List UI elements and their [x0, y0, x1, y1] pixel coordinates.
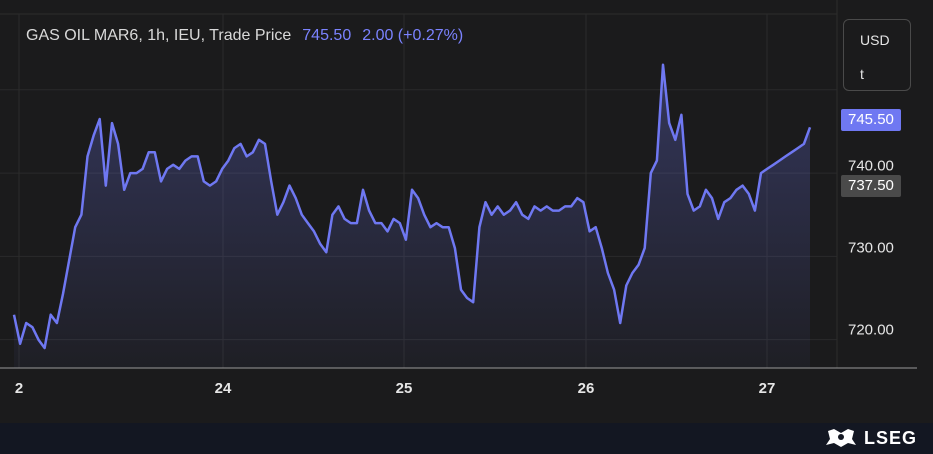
- price-area-fill: [14, 64, 810, 369]
- last-price-text: 745.50: [302, 27, 352, 44]
- y-tick-740: 740.00: [848, 157, 894, 175]
- instrument-title: GAS OIL MAR6, 1h, IEU, Trade Price: [26, 27, 292, 44]
- price-chart[interactable]: [0, 0, 933, 423]
- currency-unit-selector[interactable]: USD t: [843, 19, 911, 91]
- last-price-badge: 745.50: [841, 109, 901, 131]
- unit-label: t: [860, 66, 864, 82]
- crest-icon: [825, 429, 856, 447]
- y-tick-720: 720.00: [848, 321, 894, 339]
- price-line: [12, 63, 812, 350]
- price-change-text: 2.00 (+0.27%): [362, 27, 464, 44]
- y-tick-730: 730.00: [848, 239, 894, 257]
- chart-panel[interactable]: GAS OIL MAR6, 1h, IEU, Trade Price 745.5…: [0, 0, 933, 423]
- x-tick-26: 26: [577, 380, 595, 397]
- currency-label: USD: [860, 32, 890, 48]
- previous-price-badge: 737.50: [841, 175, 901, 197]
- brand-name: LSEG: [863, 427, 917, 448]
- x-tick-22: 2: [14, 380, 24, 397]
- x-tick-25: 25: [395, 380, 413, 397]
- x-tick-24: 24: [214, 380, 232, 397]
- lseg-logo: LSEG: [824, 427, 917, 449]
- x-tick-27: 27: [758, 380, 776, 397]
- chart-header: GAS OIL MAR6, 1h, IEU, Trade Price 745.5…: [26, 27, 463, 45]
